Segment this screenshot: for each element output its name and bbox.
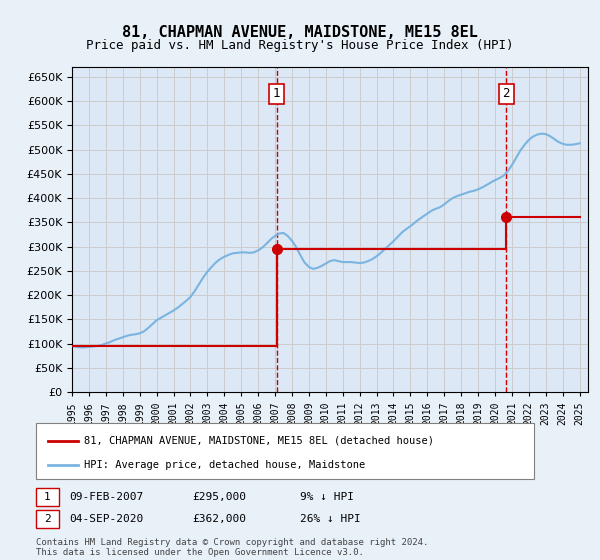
Text: 1: 1 [273, 87, 280, 100]
Text: Price paid vs. HM Land Registry's House Price Index (HPI): Price paid vs. HM Land Registry's House … [86, 39, 514, 52]
Text: 2: 2 [44, 514, 51, 524]
Text: 1: 1 [44, 492, 51, 502]
Text: £362,000: £362,000 [192, 514, 246, 524]
Text: 81, CHAPMAN AVENUE, MAIDSTONE, ME15 8EL: 81, CHAPMAN AVENUE, MAIDSTONE, ME15 8EL [122, 25, 478, 40]
Text: 2: 2 [503, 87, 510, 100]
Text: £295,000: £295,000 [192, 492, 246, 502]
Text: 04-SEP-2020: 04-SEP-2020 [69, 514, 143, 524]
Text: 81, CHAPMAN AVENUE, MAIDSTONE, ME15 8EL (detached house): 81, CHAPMAN AVENUE, MAIDSTONE, ME15 8EL … [84, 436, 434, 446]
Text: 26% ↓ HPI: 26% ↓ HPI [300, 514, 361, 524]
Text: 09-FEB-2007: 09-FEB-2007 [69, 492, 143, 502]
Text: Contains HM Land Registry data © Crown copyright and database right 2024.
This d: Contains HM Land Registry data © Crown c… [36, 538, 428, 557]
Text: 9% ↓ HPI: 9% ↓ HPI [300, 492, 354, 502]
Text: HPI: Average price, detached house, Maidstone: HPI: Average price, detached house, Maid… [84, 460, 365, 470]
